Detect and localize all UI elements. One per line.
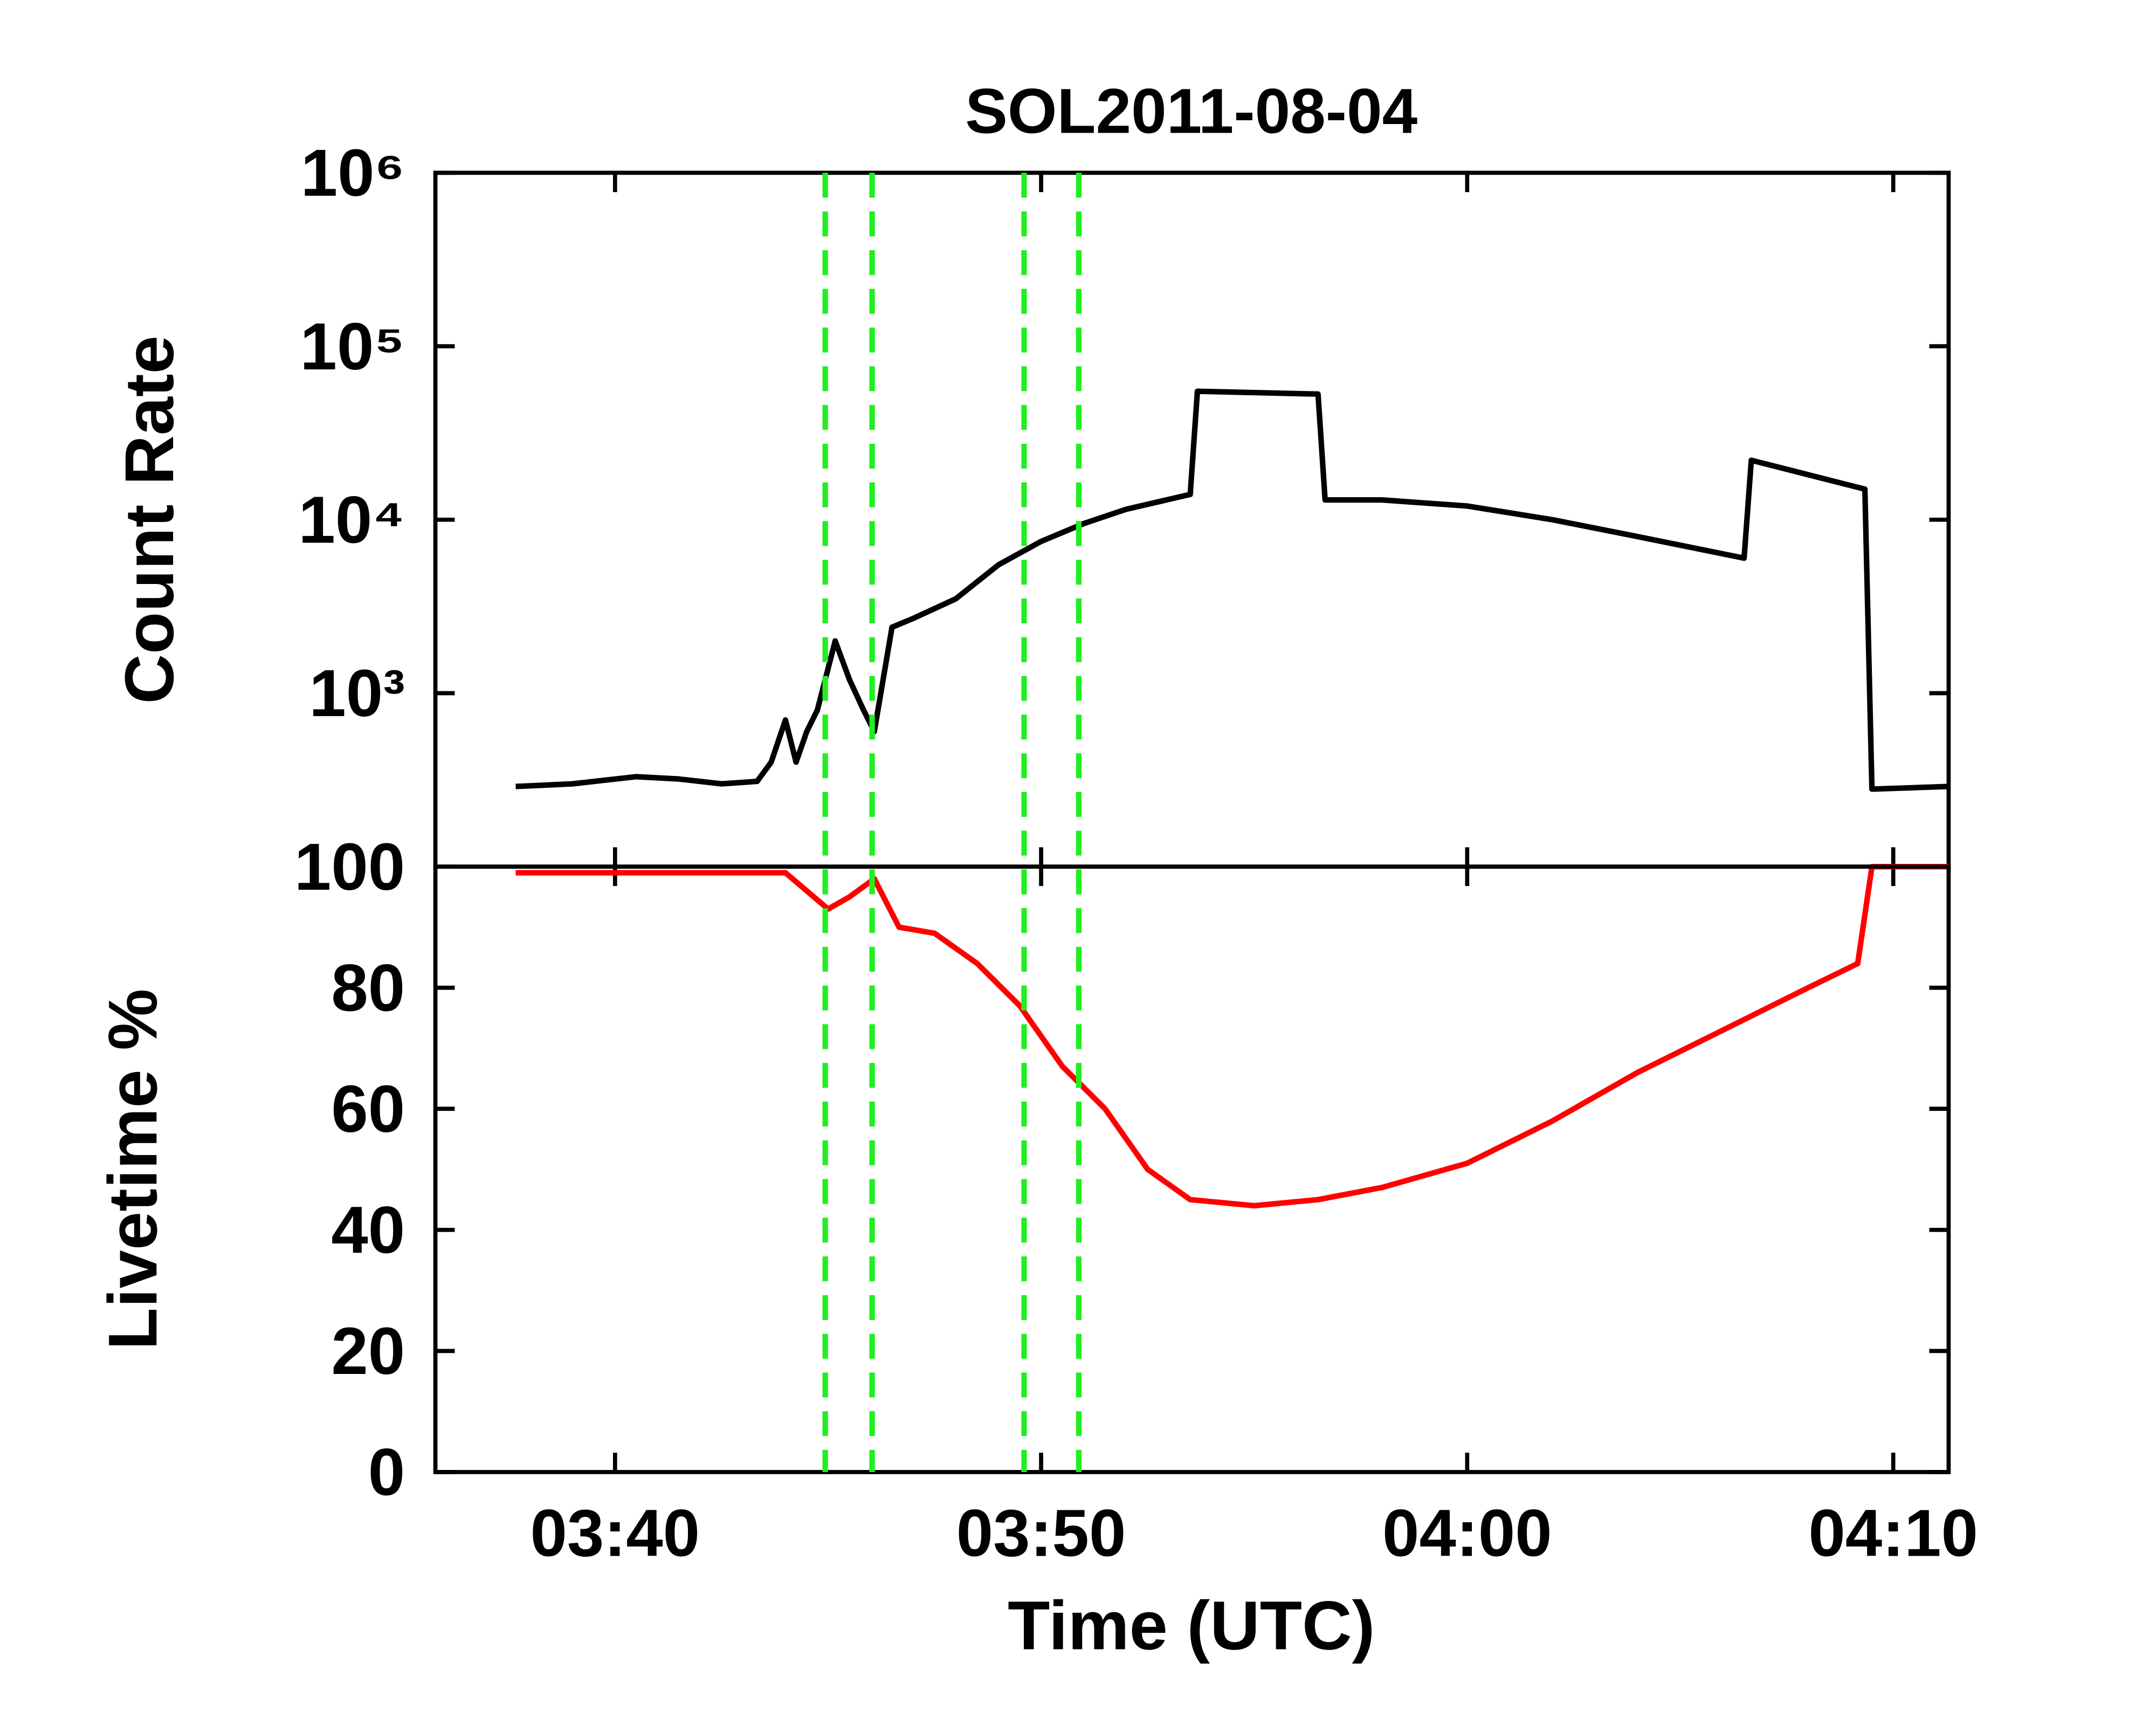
y-tick-label: 10⁶ [301,136,405,210]
y-tick-label: 10⁵ [300,310,405,384]
x-tick-label: 03:40 [530,1496,700,1570]
y-tick-label: 0 [368,1436,405,1510]
y-axis-label: Count Rate [111,335,188,704]
y-tick-label: 20 [331,1315,405,1389]
y-tick-label: 100 [294,830,405,904]
plot-frame [433,864,1951,1474]
data-line [515,864,1949,1209]
x-tick-label: 03:50 [956,1496,1126,1570]
y-axis-label: Livetime % [94,989,171,1350]
y-tick-label: 40 [331,1194,405,1268]
x-tick-label: 04:00 [1382,1496,1552,1570]
plot-frame [433,170,1951,869]
chart-title: SOL2011-08-04 [965,75,1417,146]
y-tick-label: 60 [331,1073,405,1146]
y-tick-label: 80 [331,951,405,1025]
y-tick-label: 10⁴ [298,484,405,558]
x-tick-label: 04:10 [1808,1496,1978,1570]
data-line [515,388,1949,792]
x-axis-label: Time (UTC) [1008,1587,1375,1665]
y-tick-label: 10³ [309,657,405,731]
